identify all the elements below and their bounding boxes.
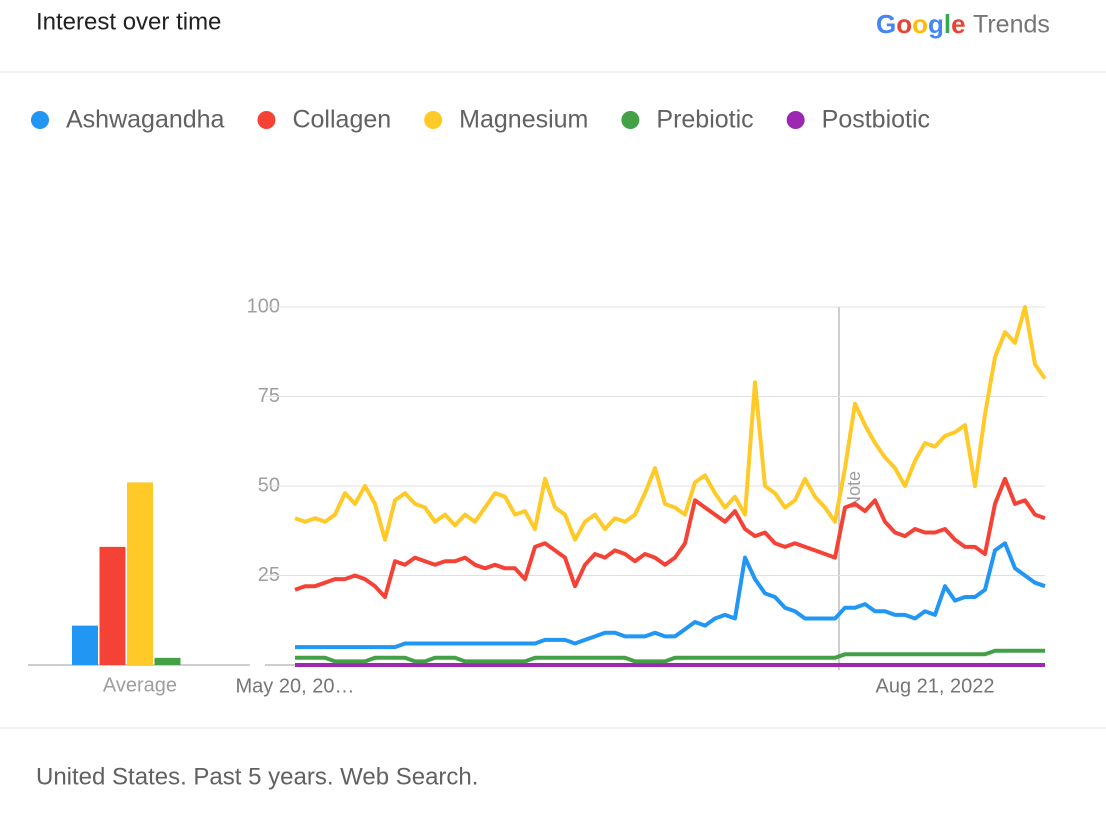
legend-dot: [621, 111, 640, 129]
legend-label[interactable]: Ashwagandha: [66, 106, 225, 134]
legend-label[interactable]: Magnesium: [459, 106, 588, 134]
series-line: [294, 476, 1046, 599]
footer: United States. Past 5 years. Web Search.: [36, 763, 478, 790]
average-bar: [154, 657, 181, 665]
legend-dot: [786, 111, 805, 129]
average-bar: [72, 625, 98, 665]
average-label: Average: [103, 674, 177, 696]
legend-label[interactable]: Prebiotic: [656, 106, 753, 134]
y-tick-label: 75: [258, 385, 280, 407]
average-bar: [99, 546, 126, 665]
note[interactable]: Note: [844, 471, 864, 509]
y-tick-label: 50: [258, 474, 280, 496]
legend-dot: [424, 111, 443, 129]
brand-google: Google: [876, 9, 966, 39]
legend-dot: [31, 111, 49, 129]
panel-title: Interest over time: [36, 8, 221, 35]
x-tick-label: May 20, 20…: [236, 675, 355, 697]
y-tick-label: 100: [247, 295, 280, 317]
series-line: [295, 648, 1045, 664]
brand-trends: Trends: [973, 11, 1050, 39]
average-bar: [127, 482, 153, 665]
series-line: [295, 541, 1046, 650]
x-tick-label: Aug 21, 2022: [876, 675, 995, 697]
y-tick-label: 25: [258, 564, 280, 586]
legend-label[interactable]: Collagen: [292, 106, 391, 134]
series-line: [294, 305, 1047, 542]
legend-label[interactable]: Postbiotic: [822, 106, 930, 134]
legend-dot: [257, 111, 276, 129]
